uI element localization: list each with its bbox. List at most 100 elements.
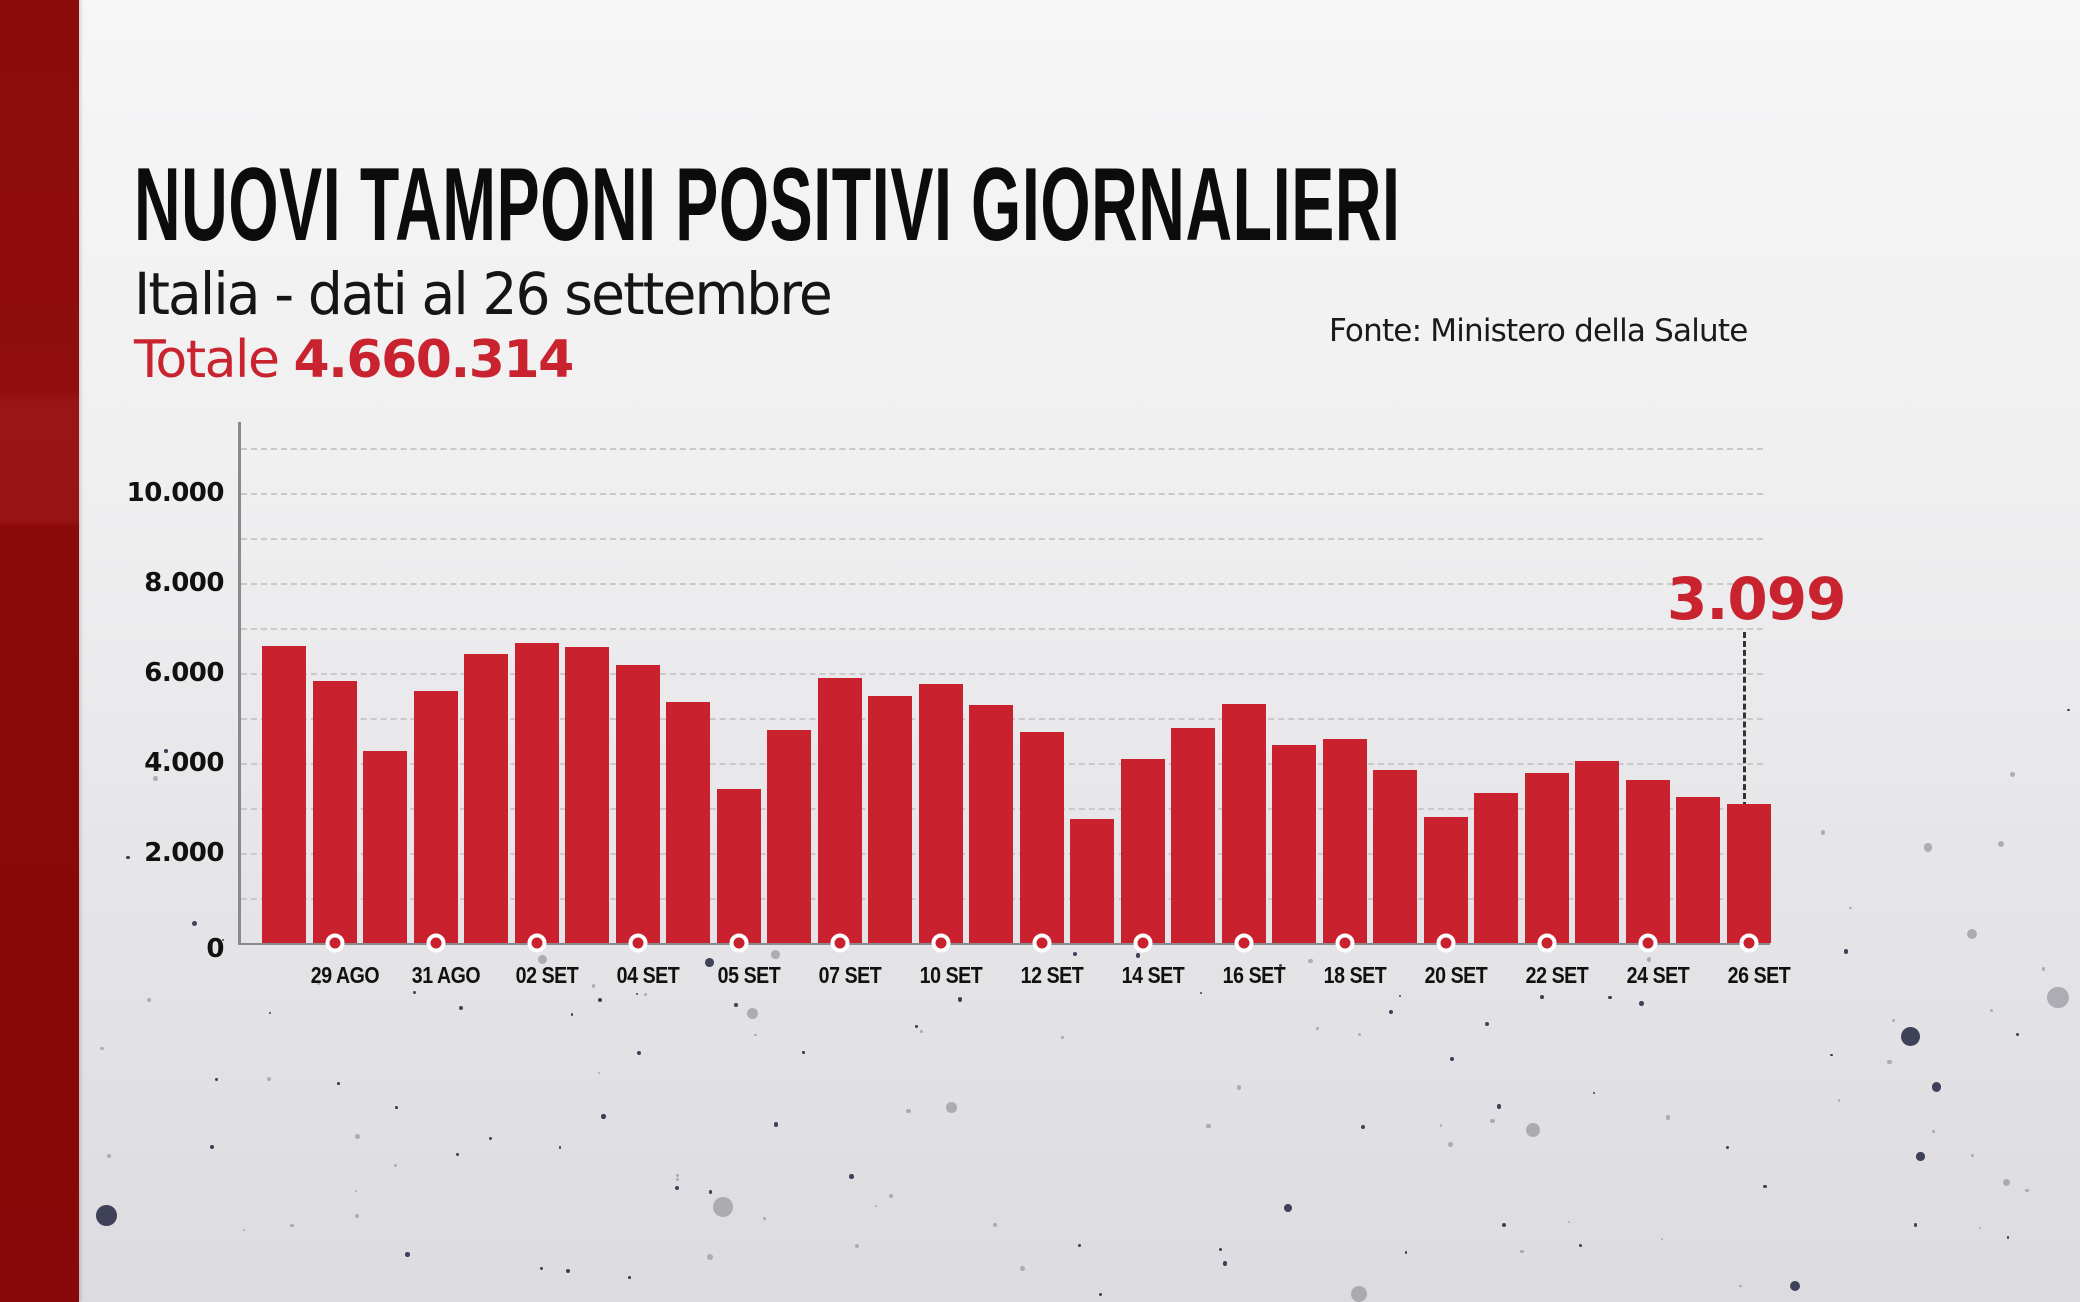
decorative-dot <box>1236 1085 1242 1090</box>
decorative-dot <box>1357 1032 1361 1036</box>
decorative-dot <box>1639 1001 1644 1006</box>
decorative-dot <box>1820 830 1826 835</box>
tick-marker <box>830 933 849 953</box>
decorative-dot <box>1592 1091 1596 1095</box>
bar <box>1221 704 1266 943</box>
tick-marker <box>1032 933 1051 953</box>
decorative-dot <box>1931 1130 1935 1133</box>
x-tick-label: 04 SET <box>616 962 679 988</box>
bar <box>1625 780 1670 943</box>
decorative-dot <box>713 1197 734 1218</box>
decorative-dot <box>1448 1142 1453 1148</box>
y-tick-label: 0 <box>206 934 224 964</box>
decorative-dot <box>106 1153 111 1158</box>
left-accent-strip <box>0 0 79 1302</box>
tick-marker <box>325 933 344 953</box>
tick-marker <box>1234 933 1253 953</box>
y-tick-label: 8.000 <box>144 568 224 598</box>
x-tick-label: 12 SET <box>1020 962 1083 988</box>
decorative-dot <box>405 1252 410 1257</box>
decorative-dot <box>355 1134 361 1140</box>
decorative-dot <box>705 958 714 967</box>
decorative-dot <box>1971 1153 1975 1157</box>
decorative-dot <box>1931 1082 1942 1092</box>
decorative-dot <box>1439 1124 1443 1128</box>
tick-marker <box>1638 933 1657 953</box>
decorative-dot <box>1061 1036 1064 1040</box>
bar <box>464 654 508 943</box>
decorative-dot <box>1484 1021 1490 1027</box>
bar <box>1423 817 1468 943</box>
decorative-dot <box>773 1122 779 1127</box>
tick-marker <box>1739 933 1758 953</box>
decorative-dot <box>95 1204 117 1226</box>
decorative-dot <box>643 992 647 997</box>
decorative-dot <box>1646 957 1651 962</box>
decorative-dot <box>1135 952 1141 958</box>
y-tick-label: 6.000 <box>144 658 224 688</box>
gridline <box>241 673 1763 675</box>
decorative-dot <box>242 1228 245 1231</box>
decorative-dot <box>222 938 225 941</box>
decorative-dot <box>675 1178 679 1182</box>
decorative-dot <box>488 1136 493 1141</box>
y-tick-label: 10.000 <box>126 478 225 508</box>
bar <box>312 681 357 943</box>
decorative-dot <box>601 1114 606 1119</box>
decorative-dot <box>946 1102 957 1113</box>
tick-marker <box>628 933 647 953</box>
decorative-dot <box>354 1213 359 1219</box>
decorative-dot <box>1763 1184 1767 1189</box>
decorative-dot <box>771 950 781 960</box>
bar <box>1171 727 1215 943</box>
decorative-dot <box>354 1189 357 1192</box>
decorative-dot <box>2047 986 2069 1009</box>
decorative-dot <box>1891 1018 1896 1023</box>
decorative-dot <box>598 997 602 1002</box>
decorative-dot <box>2002 1179 2010 1187</box>
decorative-dot <box>763 1217 767 1221</box>
decorative-dot <box>316 981 321 985</box>
decorative-dot <box>849 1174 854 1179</box>
decorative-dot <box>2016 1032 2020 1037</box>
bar <box>817 677 862 943</box>
decorative-dot <box>1278 963 1283 968</box>
decorative-dot <box>1502 1223 1507 1228</box>
decorative-dot <box>1308 958 1313 964</box>
decorative-dot <box>1496 1104 1502 1109</box>
bar <box>1726 803 1771 943</box>
x-tick-label: 10 SET <box>919 962 982 988</box>
x-tick-label: 05 SET <box>717 962 780 988</box>
bar <box>413 691 458 943</box>
decorative-dot <box>1526 1123 1541 1138</box>
tick-marker <box>1335 933 1354 953</box>
decorative-dot <box>1844 949 1849 954</box>
decorative-dot <box>153 776 158 781</box>
tick-marker <box>1436 933 1455 953</box>
total-label: Totale <box>134 330 280 390</box>
decorative-dot <box>1739 1284 1742 1288</box>
callout-value: 3.099 <box>1667 565 1846 633</box>
decorative-dot <box>540 1266 544 1271</box>
decorative-dot <box>1072 951 1078 956</box>
decorative-dot <box>2025 1188 2029 1193</box>
x-tick-label: 26 SET <box>1727 962 1790 988</box>
decorative-dot <box>1830 1053 1833 1057</box>
decorative-dot <box>164 749 168 753</box>
decorative-dot <box>1098 1292 1102 1297</box>
total-value: 4.660.314 <box>293 330 574 390</box>
bar <box>615 664 660 943</box>
x-tick-label: 14 SET <box>1121 962 1184 988</box>
decorative-dot <box>957 997 963 1002</box>
bar <box>363 750 407 943</box>
bar <box>1676 797 1720 943</box>
decorative-dot <box>993 1223 997 1227</box>
decorative-dot <box>1222 1261 1228 1266</box>
bar <box>565 646 609 943</box>
x-tick-label: 24 SET <box>1626 962 1689 988</box>
decorative-dot <box>1351 1286 1368 1302</box>
decorative-dot <box>1490 1118 1495 1124</box>
bar <box>1373 770 1417 943</box>
decorative-dot <box>214 1078 218 1082</box>
decorative-dot <box>558 1145 562 1149</box>
